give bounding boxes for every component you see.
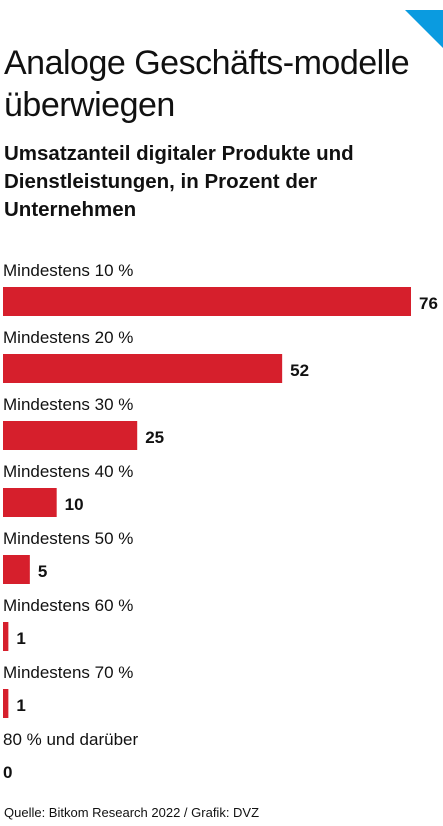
bar: [3, 555, 30, 584]
value-label: 1: [16, 629, 25, 648]
value-label: 10: [65, 495, 84, 514]
category-label: Mindestens 50 %: [3, 529, 133, 548]
value-label: 52: [290, 361, 309, 380]
bar: [3, 689, 9, 718]
corner-accent-triangle: [405, 10, 443, 48]
category-label: Mindestens 60 %: [3, 596, 133, 615]
category-label: Mindestens 20 %: [3, 328, 133, 347]
corner-accent-shape: [405, 10, 443, 48]
category-label: Mindestens 10 %: [3, 261, 133, 280]
value-label: 1: [16, 696, 25, 715]
value-label: 25: [145, 428, 164, 447]
value-label: 5: [38, 562, 47, 581]
source-credit: Quelle: Bitkom Research 2022 / Grafik: D…: [4, 805, 260, 820]
category-label: Mindestens 40 %: [3, 462, 133, 481]
bar-chart: Mindestens 10 % 76 Mindestens 20 % 52 Mindes…: [3, 261, 438, 782]
bar: [3, 287, 411, 316]
category-label: Mindestens 70 %: [3, 663, 133, 682]
chart-title: Analoge Geschäfts-modelle überwiegen: [4, 44, 410, 124]
bar: [3, 622, 9, 651]
value-label: 76: [419, 294, 438, 313]
bar: [3, 421, 138, 450]
category-label: Mindestens 30 %: [3, 395, 133, 414]
bar: [3, 488, 57, 517]
value-label: 0: [3, 763, 12, 782]
chart-subtitle: Umsatzanteil digitaler Produkte und Dien…: [4, 142, 354, 221]
category-label: 80 % und darüber: [3, 730, 138, 749]
bar: [3, 354, 283, 383]
